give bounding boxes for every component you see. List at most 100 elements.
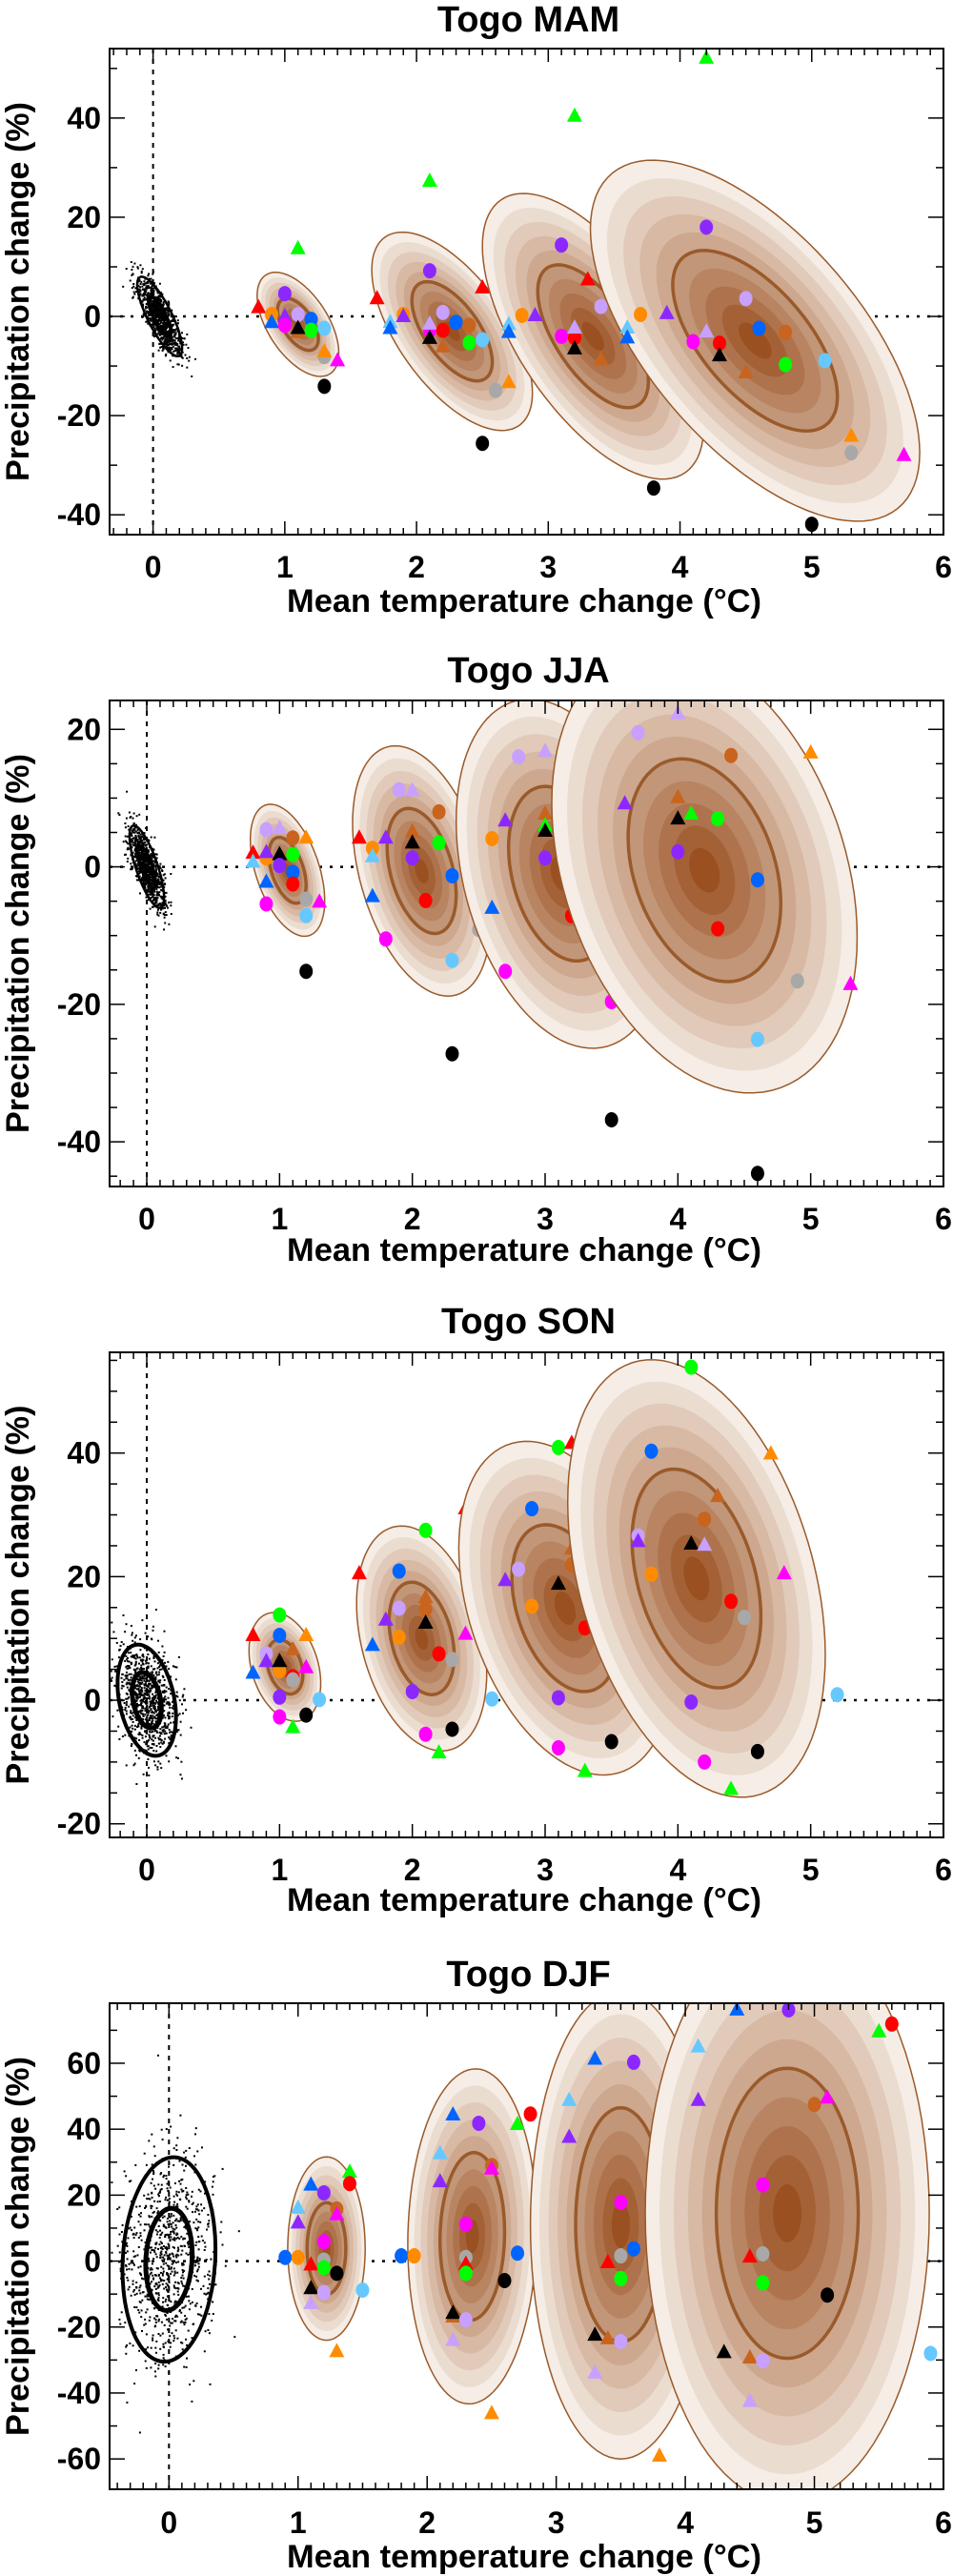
cloud-dot [170, 1721, 172, 1724]
cloud-dot [197, 2188, 200, 2191]
model-circle-marker [686, 334, 700, 350]
cloud-dot [163, 320, 166, 323]
cloud-dot [152, 1706, 155, 1709]
cloud-dot [150, 866, 152, 868]
model-circle-marker [445, 1721, 459, 1737]
cloud-dot [162, 2301, 164, 2303]
cloud-dot [137, 2309, 140, 2311]
cloud-dot [159, 2254, 162, 2257]
model-triangle-marker [497, 1572, 514, 1587]
y-axis-label: Precipitation change (%) [0, 754, 36, 1133]
cloud-dot [181, 2306, 184, 2309]
cloud-dot [208, 2278, 211, 2281]
cloud-dot [155, 894, 158, 897]
cloud-dot [150, 2181, 152, 2184]
cloud-dot [150, 288, 152, 290]
cloud-dot [148, 863, 151, 866]
cloud-dot [160, 888, 163, 891]
model-triangle-marker [445, 2331, 461, 2346]
cloud-dot [185, 1709, 188, 1712]
cloud-dot [190, 1726, 193, 1729]
cloud-dot [174, 2281, 176, 2283]
cloud-dot [176, 336, 179, 339]
cloud-dot [127, 857, 130, 860]
cloud-dot [143, 881, 146, 883]
cloud-dot [111, 1676, 113, 1679]
cloud-dot [139, 1692, 142, 1694]
cloud-dot [149, 286, 152, 289]
model-circle-marker [286, 830, 300, 846]
cloud-dot [157, 1680, 160, 1683]
cloud-dot [112, 1631, 115, 1633]
cloud-dot [146, 889, 149, 892]
cloud-dot [143, 837, 146, 840]
cloud-dot [125, 2175, 128, 2178]
cloud-dot [132, 828, 135, 830]
cloud-dot [144, 1707, 147, 1710]
cloud-dot [147, 1719, 150, 1722]
cloud-dot [140, 2239, 143, 2241]
x-tick-label: 0 [138, 1202, 155, 1236]
cloud-dot [170, 2342, 172, 2344]
model-circle-marker [445, 1652, 459, 1668]
model-circle-marker [418, 1601, 433, 1617]
cloud-dot [125, 1764, 128, 1767]
cloud-dot [199, 2190, 202, 2193]
cloud-dot [147, 899, 150, 902]
cloud-dot [137, 2213, 140, 2216]
cloud-dot [208, 2332, 211, 2335]
cloud-dot [177, 348, 180, 351]
cloud-dot [144, 886, 147, 889]
cloud-dot [132, 843, 134, 846]
cloud-dot [194, 357, 196, 360]
cloud-dot [165, 1686, 168, 1689]
cloud-dot [111, 2251, 113, 2254]
cloud-dot [139, 1649, 142, 1652]
cloud-dot [179, 2244, 182, 2247]
cloud-dot [118, 2318, 121, 2321]
y-tick-label: 0 [84, 2244, 101, 2279]
cloud-dot [143, 288, 146, 291]
cloud-dot [175, 315, 177, 318]
cloud-dot [140, 1726, 143, 1729]
cloud-dot [166, 326, 169, 328]
cloud-dot [132, 2255, 135, 2258]
cloud-dot [157, 315, 160, 318]
cloud-dot [146, 863, 149, 865]
cloud-dot [150, 1689, 152, 1692]
cloud-dot [168, 2197, 171, 2200]
cloud-dot [159, 346, 162, 349]
density-contour [385, 806, 458, 936]
cloud-dot [139, 286, 142, 289]
cloud-dot [182, 2263, 185, 2266]
cloud-dot [130, 2180, 132, 2182]
cloud-dot [152, 282, 155, 285]
cloud-dot [169, 1737, 172, 1740]
cloud-dot [161, 2282, 164, 2285]
cloud-dot [158, 342, 161, 345]
cloud-dot [164, 317, 167, 320]
cloud-dot [136, 1702, 138, 1705]
cloud-dot [174, 2320, 177, 2322]
cloud-dot [204, 2259, 206, 2262]
cloud-dot [107, 2333, 109, 2335]
cloud-dot [192, 2322, 194, 2325]
cloud-dot [151, 1638, 153, 1641]
cloud-dot [130, 1673, 132, 1675]
model-circle-marker [525, 1501, 539, 1517]
cloud-dot [148, 1657, 151, 1660]
model-circle-marker [700, 219, 714, 235]
model-circle-marker [304, 312, 318, 328]
cloud-dot [146, 1745, 149, 1748]
cloud-dot [164, 343, 167, 346]
cloud-dot [152, 2249, 154, 2252]
cloud-dot [140, 1687, 143, 1690]
cloud-dot [136, 1705, 139, 1708]
cloud-dot [141, 859, 144, 862]
cloud-dot [107, 1655, 109, 1657]
model-triangle-marker [329, 2343, 345, 2358]
cloud-dot [181, 2282, 184, 2285]
cloud-dot [160, 314, 163, 316]
cloud-dot [128, 1673, 131, 1675]
cloud-dot [165, 322, 168, 325]
